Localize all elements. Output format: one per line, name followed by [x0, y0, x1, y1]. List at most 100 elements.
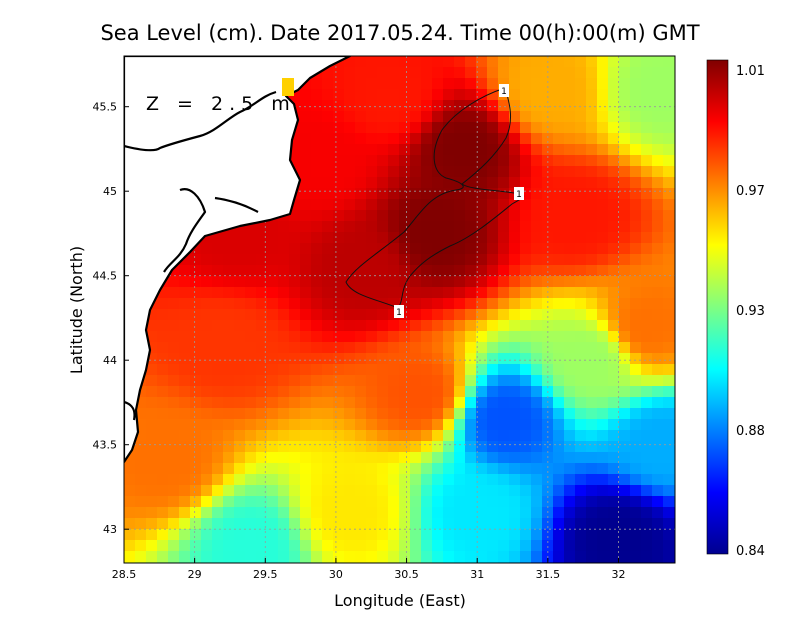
field-cell	[630, 463, 642, 475]
field-cell	[553, 342, 565, 354]
field-cell	[388, 89, 400, 101]
field-cell	[311, 463, 323, 475]
field-cell	[267, 364, 279, 376]
field-cell	[619, 474, 631, 486]
field-cell	[377, 188, 389, 200]
field-cell	[366, 298, 378, 310]
field-cell	[531, 144, 543, 156]
field-cell	[531, 518, 543, 530]
field-cell	[586, 507, 598, 519]
field-cell	[487, 463, 499, 475]
field-cell	[256, 430, 268, 442]
field-cell	[619, 166, 631, 178]
field-cell	[366, 496, 378, 508]
field-cell	[366, 364, 378, 376]
field-cell	[190, 353, 202, 365]
field-cell	[465, 100, 477, 112]
field-cell	[652, 78, 664, 90]
field-cell	[564, 386, 576, 398]
field-cell	[245, 254, 257, 266]
field-cell	[630, 309, 642, 321]
field-cell	[190, 397, 202, 409]
field-cell	[542, 518, 554, 530]
field-cell	[190, 408, 202, 420]
field-cell	[432, 452, 444, 464]
field-cell	[542, 199, 554, 211]
field-cell	[366, 452, 378, 464]
field-cell	[333, 309, 345, 321]
field-cell	[531, 199, 543, 211]
field-cell	[509, 254, 521, 266]
field-cell	[421, 331, 433, 343]
field-cell	[586, 188, 598, 200]
field-cell	[399, 254, 411, 266]
field-cell	[542, 100, 554, 112]
field-cell	[575, 56, 587, 68]
field-cell	[663, 210, 675, 222]
field-cell	[487, 364, 499, 376]
field-cell	[388, 364, 400, 376]
field-cell	[377, 540, 389, 552]
field-cell	[399, 353, 411, 365]
field-cell	[575, 408, 587, 420]
field-cell	[432, 397, 444, 409]
y-tick-label: 44	[103, 354, 117, 367]
field-cell	[377, 353, 389, 365]
field-cell	[630, 485, 642, 497]
field-cell	[652, 430, 664, 442]
field-cell	[630, 441, 642, 453]
field-cell	[168, 419, 180, 431]
field-cell	[223, 276, 235, 288]
field-cell	[322, 122, 334, 134]
field-cell	[245, 375, 257, 387]
field-cell	[553, 188, 565, 200]
field-cell	[465, 529, 477, 541]
field-cell	[399, 375, 411, 387]
field-cell	[267, 221, 279, 233]
field-cell	[520, 254, 532, 266]
field-cell	[300, 188, 312, 200]
field-cell	[157, 496, 169, 508]
field-cell	[586, 518, 598, 530]
field-cell	[520, 100, 532, 112]
field-cell	[223, 298, 235, 310]
field-cell	[355, 276, 367, 288]
field-cell	[223, 540, 235, 552]
field-cell	[608, 78, 620, 90]
field-cell	[267, 320, 279, 332]
field-cell	[608, 529, 620, 541]
field-cell	[333, 496, 345, 508]
field-cell	[388, 122, 400, 134]
field-cell	[399, 474, 411, 486]
field-cell	[212, 496, 224, 508]
field-cell	[399, 452, 411, 464]
field-cell	[355, 56, 367, 68]
field-cell	[344, 331, 356, 343]
field-cell	[146, 309, 158, 321]
field-cell	[344, 89, 356, 101]
field-cell	[201, 496, 213, 508]
field-cell	[465, 342, 477, 354]
field-cell	[322, 364, 334, 376]
field-cell	[421, 221, 433, 233]
field-cell	[641, 309, 653, 321]
field-cell	[454, 419, 466, 431]
field-cell	[333, 100, 345, 112]
field-cell	[641, 78, 653, 90]
field-cell	[399, 133, 411, 145]
field-cell	[289, 518, 301, 530]
field-cell	[476, 89, 488, 101]
field-cell	[157, 320, 169, 332]
field-cell	[663, 133, 675, 145]
field-cell	[421, 518, 433, 530]
field-cell	[630, 331, 642, 343]
field-cell	[476, 397, 488, 409]
field-cell	[344, 430, 356, 442]
field-cell	[531, 67, 543, 79]
field-cell	[630, 254, 642, 266]
field-cell	[454, 551, 466, 563]
field-cell	[487, 166, 499, 178]
x-tick-label: 32	[611, 568, 625, 581]
field-cell	[487, 177, 499, 189]
field-cell	[388, 551, 400, 563]
